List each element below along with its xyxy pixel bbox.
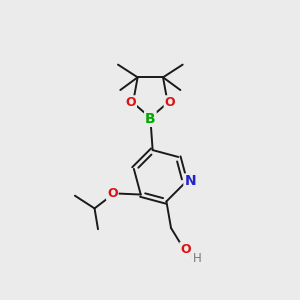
Text: B: B [145, 112, 156, 126]
Text: H: H [193, 252, 201, 265]
Text: O: O [165, 96, 175, 109]
Text: O: O [125, 96, 136, 109]
Text: O: O [180, 243, 191, 256]
Text: O: O [107, 187, 118, 200]
Text: N: N [184, 175, 196, 188]
